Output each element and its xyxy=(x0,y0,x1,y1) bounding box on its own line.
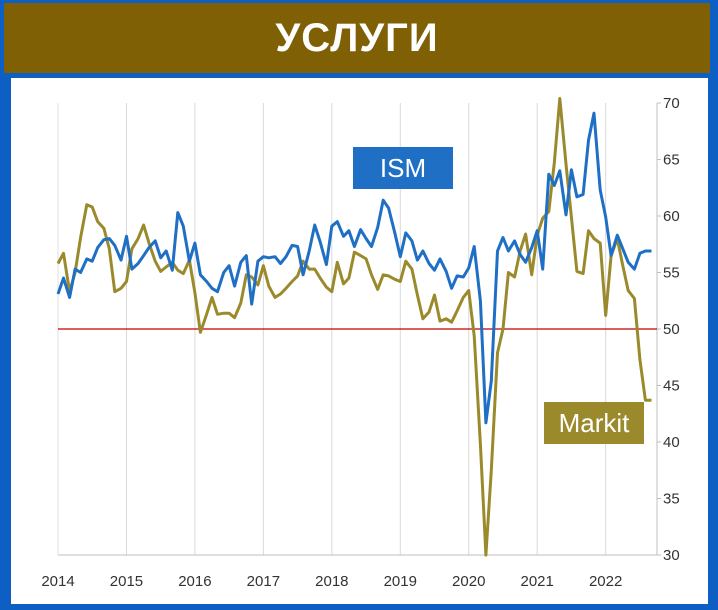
chart-area: 30 35 40 45 50 55 60 65 70 2014 2015 2016 2017 2018 20… xyxy=(11,78,708,604)
x-tick-label-2018: 2018 xyxy=(315,573,348,590)
title-bar: УСЛУГИ xyxy=(4,3,710,73)
y-tick-label-65: 65 xyxy=(663,152,680,169)
y-tick-label-55: 55 xyxy=(663,265,680,282)
markit-label-text: Markit xyxy=(559,408,631,438)
y-tick-label-60: 60 xyxy=(663,208,680,225)
series-line-ism xyxy=(56,111,652,425)
line-chart: 30 35 40 45 50 55 60 65 70 2014 2015 2016 2017 2018 20… xyxy=(41,95,680,590)
y-tick-label-45: 45 xyxy=(663,378,680,395)
y-tick-label-35: 35 xyxy=(663,491,680,508)
page-title: УСЛУГИ xyxy=(275,15,439,60)
y-tick-label-40: 40 xyxy=(663,434,680,451)
x-tick-label-2019: 2019 xyxy=(384,573,417,590)
ism-label-text: ISM xyxy=(380,153,426,183)
x-tick-label-2022: 2022 xyxy=(589,573,622,590)
markit-label-box xyxy=(544,402,644,444)
ism-label-box xyxy=(353,147,453,189)
x-tick-label-2014: 2014 xyxy=(41,573,74,590)
y-tick-label-50: 50 xyxy=(663,321,680,338)
x-tick-label-2016: 2016 xyxy=(178,573,211,590)
x-tick-label-2020: 2020 xyxy=(452,573,485,590)
x-tick-label-2015: 2015 xyxy=(110,573,143,590)
y-tick-label-30: 30 xyxy=(663,547,680,564)
y-tick-label-70: 70 xyxy=(663,95,680,112)
x-tick-label-2017: 2017 xyxy=(247,573,280,590)
x-tick-label-2021: 2021 xyxy=(521,573,554,590)
